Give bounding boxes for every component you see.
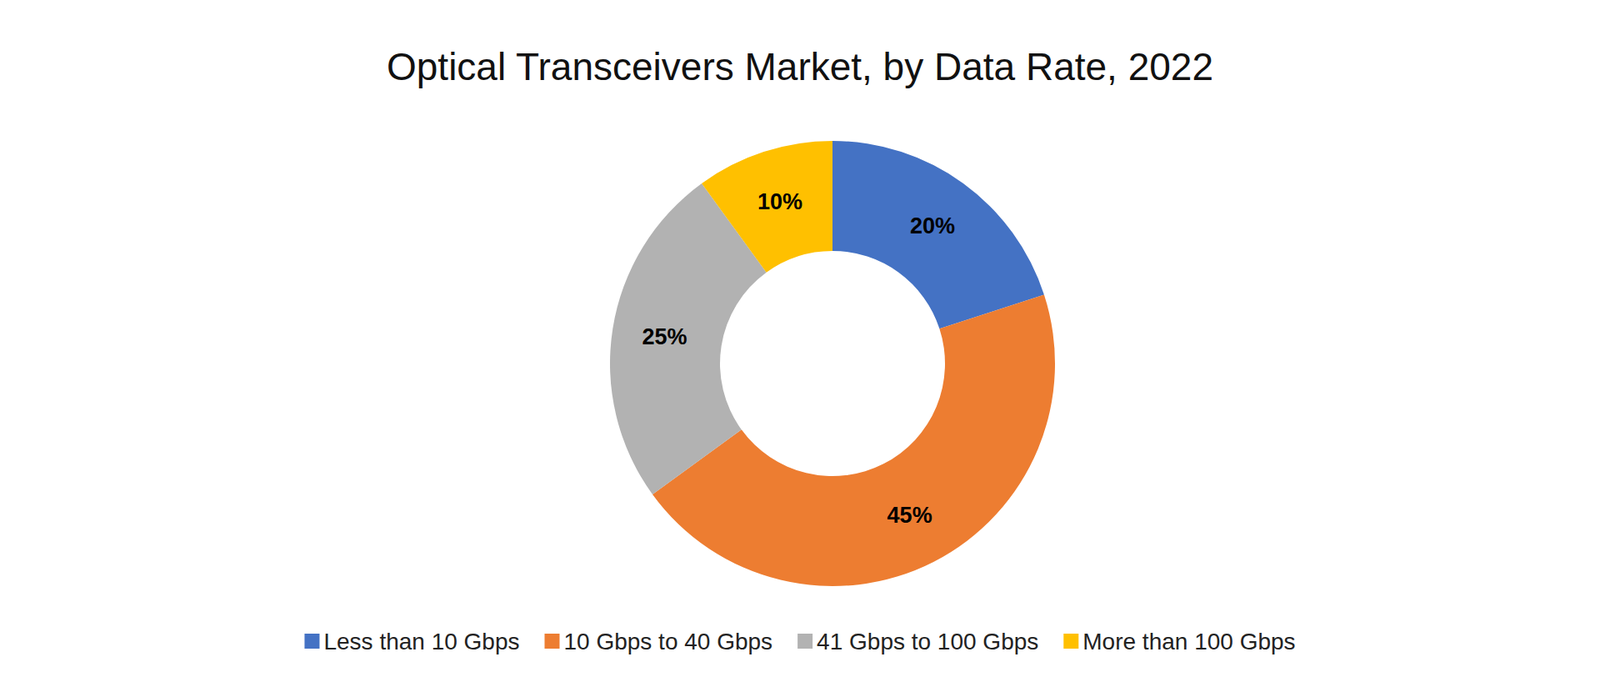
svg-text:10%: 10% [757,189,803,215]
svg-text:25%: 25% [641,324,687,350]
svg-text:45%: 45% [887,502,933,528]
svg-text:Optical Transceivers Market, b: Optical Transceivers Market, by Data Rat… [386,45,1214,89]
svg-text:20%: 20% [910,213,955,239]
svg-text:10 Gbps to 40 Gbps: 10 Gbps to 40 Gbps [563,628,773,655]
svg-text:41 Gbps to 100 Gbps: 41 Gbps to 100 Gbps [816,628,1039,655]
svg-text:Less than 10 Gbps: Less than 10 Gbps [323,628,520,655]
svg-text:More than 100 Gbps: More than 100 Gbps [1082,628,1295,655]
